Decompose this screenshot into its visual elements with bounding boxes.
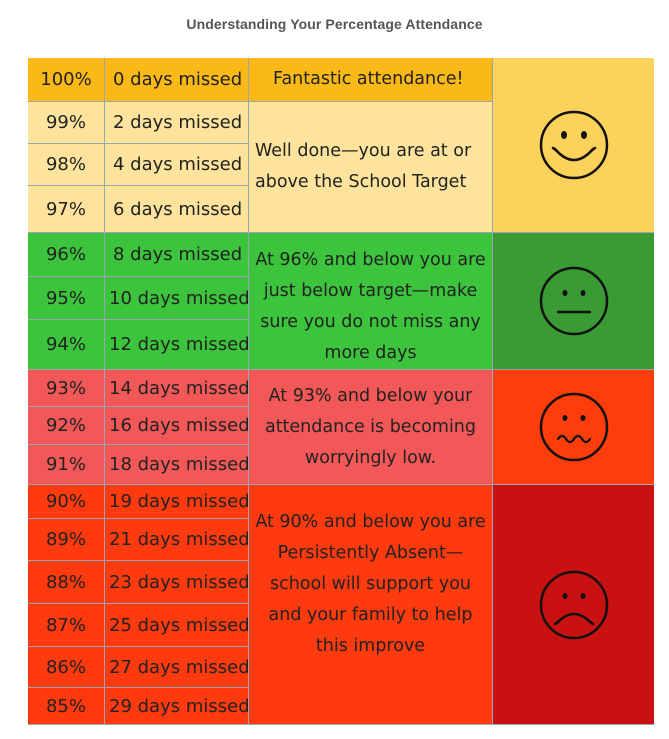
days-cell: 8 days missed: [105, 233, 249, 277]
page-title: Understanding Your Percentage Attendance: [186, 16, 483, 32]
pct-cell: 93%: [28, 370, 105, 407]
pct-cell: 97%: [28, 186, 105, 233]
pct-cell: 85%: [28, 688, 105, 725]
days-cell: 21 days missed: [105, 519, 249, 561]
days-cell: 12 days missed: [105, 320, 249, 370]
face-worried-cell: [493, 370, 654, 485]
face-neutral-cell: [493, 233, 654, 370]
pct-cell: 86%: [28, 647, 105, 688]
face-sad-cell: [493, 485, 654, 725]
days-cell: 4 days missed: [105, 144, 249, 186]
days-cell: 6 days missed: [105, 186, 249, 233]
smiley-worried-icon: [539, 392, 608, 462]
pct-cell: 92%: [28, 407, 105, 445]
smiley-sad-icon: [539, 570, 608, 639]
pct-cell: 90%: [28, 485, 105, 519]
days-cell: 2 days missed: [105, 102, 249, 144]
message-fantastic: Fantastic attendance!: [249, 58, 493, 102]
days-cell: 14 days missed: [105, 370, 249, 407]
pct-cell: 99%: [28, 102, 105, 144]
pct-cell: 94%: [28, 320, 105, 370]
days-cell: 18 days missed: [105, 445, 249, 485]
days-cell: 0 days missed: [105, 58, 249, 102]
attendance-table: 100% 0 days missed Fantastic attendance!…: [28, 58, 654, 725]
smiley-neutral-icon: [539, 266, 608, 336]
days-cell: 23 days missed: [105, 561, 249, 604]
message-well-done: Well done—you are at or above the School…: [249, 102, 493, 233]
pct-cell: 88%: [28, 561, 105, 604]
message-persistent: At 90% and below you are Persistently Ab…: [249, 485, 493, 725]
smiley-happy-icon: [539, 110, 608, 180]
pct-cell: 100%: [28, 58, 105, 102]
days-cell: 29 days missed: [105, 688, 249, 725]
days-cell: 27 days missed: [105, 647, 249, 688]
pct-cell: 89%: [28, 519, 105, 561]
message-worrying: At 93% and below your attendance is beco…: [249, 370, 493, 485]
days-cell: 25 days missed: [105, 604, 249, 647]
days-cell: 16 days missed: [105, 407, 249, 445]
days-cell: 10 days missed: [105, 277, 249, 320]
face-happy-cell: [493, 58, 654, 233]
days-cell: 19 days missed: [105, 485, 249, 519]
pct-cell: 91%: [28, 445, 105, 485]
pct-cell: 95%: [28, 277, 105, 320]
pct-cell: 96%: [28, 233, 105, 277]
pct-cell: 98%: [28, 144, 105, 186]
message-below-target: At 96% and below you are just below targ…: [249, 233, 493, 370]
pct-cell: 87%: [28, 604, 105, 647]
